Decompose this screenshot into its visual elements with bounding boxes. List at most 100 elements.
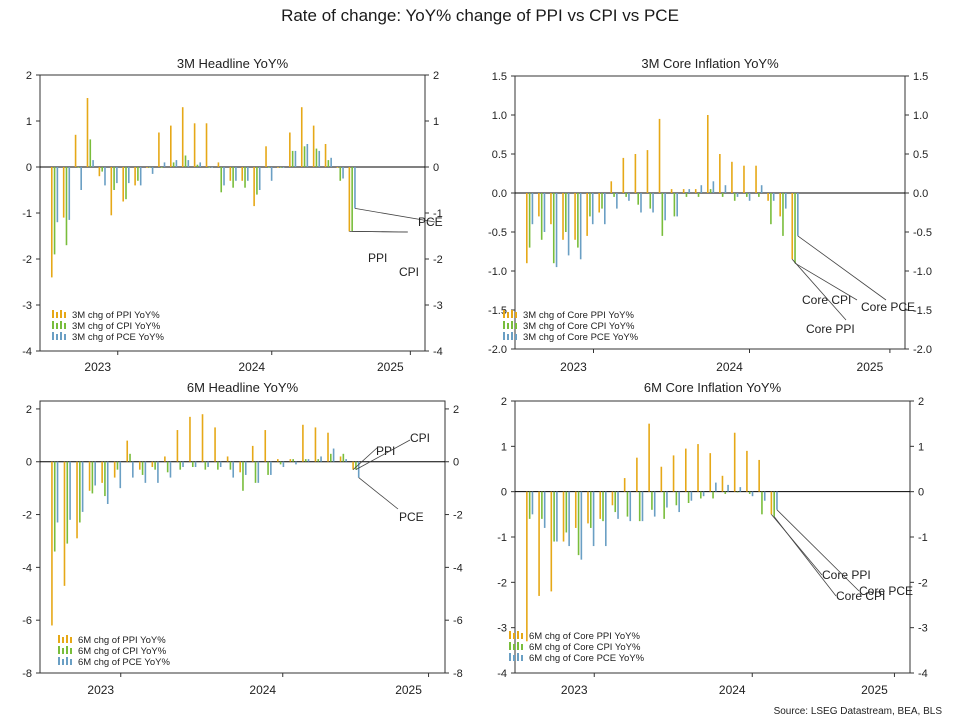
legend-swatch (517, 642, 519, 650)
bar-3m-chg-of-cpi-yoy- (184, 155, 187, 167)
bar-6m-chg-of-core-pce-yoy- (531, 491, 534, 515)
bar-6m-chg-of-pce-yoy- (157, 461, 159, 483)
bar-6m-chg-of-core-cpi-yoy- (589, 491, 592, 528)
y-tick-label-left: 0 (501, 487, 507, 499)
annotation-label: PPI (376, 444, 395, 458)
bar-3m-chg-of-core-cpi-yoy- (673, 193, 676, 217)
bar-3m-chg-of-pce-yoy- (247, 167, 249, 181)
bar-3m-chg-of-core-ppi-yoy- (767, 193, 769, 201)
y-tick-label-left: 1 (26, 116, 32, 128)
panel-title: 3M Headline YoY% (177, 56, 289, 71)
bar-6m-chg-of-core-pce-yoy- (763, 491, 766, 501)
bar-3m-chg-of-core-ppi-yoy- (610, 181, 613, 193)
bar-3m-chg-of-core-pce-yoy- (591, 193, 594, 225)
bar-3m-chg-of-pce-yoy- (92, 160, 94, 167)
legend-swatch (507, 334, 509, 340)
y-tick-label-right: -1 (918, 532, 928, 544)
bar-3m-chg-of-core-ppi-yoy- (658, 118, 661, 193)
annotation-label: Core PPI (822, 568, 871, 582)
bar-6m-chg-of-cpi-yoy- (254, 461, 257, 483)
bar-6m-chg-of-core-ppi-yoy- (709, 453, 712, 492)
bar-6m-chg-of-pce-yoy- (282, 461, 285, 468)
bar-3m-chg-of-cpi-yoy- (339, 167, 342, 181)
bar-3m-chg-of-core-ppi-yoy- (719, 154, 721, 193)
bar-6m-chg-of-pce-yoy- (345, 459, 347, 462)
bar-6m-chg-of-core-cpi-yoy- (602, 491, 604, 522)
bar-3m-chg-of-pce-yoy- (223, 167, 225, 186)
bar-3m-chg-of-pce-yoy- (175, 160, 178, 167)
bar-3m-chg-of-pce-yoy- (330, 157, 332, 167)
bar-6m-chg-of-core-ppi-yoy- (770, 491, 773, 515)
bar-3m-chg-of-ppi-yoy- (253, 167, 255, 207)
bar-6m-chg-of-ppi-yoy- (226, 456, 229, 462)
bar-3m-chg-of-pce-yoy- (56, 167, 59, 223)
bar-3m-chg-of-cpi-yoy- (220, 167, 223, 193)
y-tick-label-left: -1.5 (488, 305, 507, 317)
annotation-leader (354, 208, 436, 223)
bar-6m-chg-of-core-pce-yoy- (678, 491, 680, 513)
bar-6m-chg-of-ppi-yoy- (239, 461, 241, 473)
legend-swatch (56, 312, 58, 318)
legend-swatch (507, 323, 509, 329)
bar-6m-chg-of-pce-yoy- (295, 461, 297, 465)
y-tick-label-left: 0 (26, 457, 32, 469)
legend-swatch (60, 321, 62, 329)
y-tick-label-right: -4 (453, 562, 463, 574)
bar-3m-chg-of-core-cpi-yoy- (540, 193, 543, 240)
bar-6m-chg-of-cpi-yoy- (217, 461, 219, 470)
y-tick-label-right: 0 (433, 162, 439, 174)
bar-3m-chg-of-core-cpi-yoy- (552, 193, 555, 264)
y-tick-label-right: 1.0 (913, 110, 928, 122)
x-tick-label: 2023 (561, 683, 588, 697)
y-tick-label-left: 0.5 (492, 149, 507, 161)
plot-frame (514, 75, 906, 350)
bar-3m-chg-of-ppi-yoy- (110, 167, 113, 216)
y-tick-label-right: 2 (918, 396, 924, 408)
bar-3m-chg-of-cpi-yoy- (101, 167, 103, 172)
legend-swatch (58, 646, 60, 654)
bar-6m-chg-of-pce-yoy- (169, 461, 172, 478)
bar-6m-chg-of-core-ppi-yoy- (746, 450, 748, 492)
y-tick-label-right: -3 (433, 300, 443, 312)
annotation-label: Core CPI (836, 589, 885, 603)
y-tick-label-right: 1.5 (913, 71, 928, 83)
y-tick-label-left: 2 (501, 396, 507, 408)
bar-3m-chg-of-core-pce-yoy- (760, 185, 763, 193)
panel-title: 3M Core Inflation YoY% (641, 56, 779, 71)
y-tick-label-right: 2 (433, 70, 439, 82)
bar-6m-chg-of-pce-yoy- (357, 461, 360, 478)
bar-3m-chg-of-core-ppi-yoy- (538, 193, 540, 217)
legend-swatch (62, 637, 64, 643)
legend-label: 6M chg of Core PPI YoY% (529, 631, 640, 642)
y-tick-label-right: -6 (453, 615, 463, 627)
bar-3m-chg-of-ppi-yoy- (62, 167, 65, 218)
y-tick-label-left: -1 (497, 532, 507, 544)
y-tick-label-right: -1 (433, 208, 443, 220)
bar-6m-chg-of-core-cpi-yoy- (541, 491, 543, 519)
y-tick-label-left: 1.0 (492, 110, 507, 122)
y-tick-label-right: -1.5 (913, 305, 932, 317)
bar-3m-chg-of-core-pce-yoy- (797, 193, 799, 236)
bar-3m-chg-of-ppi-yoy- (229, 167, 232, 181)
y-tick-label-right: 0 (453, 457, 459, 469)
bar-6m-chg-of-pce-yoy- (132, 461, 134, 478)
legend-swatch (503, 332, 505, 340)
bar-6m-chg-of-ppi-yoy- (151, 461, 154, 468)
bar-3m-chg-of-core-ppi-yoy- (779, 193, 781, 217)
annotation-leader (794, 262, 858, 301)
bar-3m-chg-of-core-pce-yoy- (579, 193, 582, 260)
bar-3m-chg-of-cpi-yoy- (232, 167, 234, 188)
panel-title: 6M Headline YoY% (187, 380, 299, 395)
bar-6m-chg-of-core-cpi-yoy- (700, 491, 702, 499)
bar-6m-chg-of-core-pce-yoy- (592, 491, 595, 547)
legend-swatch (56, 334, 58, 340)
bar-6m-chg-of-core-cpi-yoy- (748, 491, 751, 494)
bar-3m-chg-of-core-pce-yoy- (543, 193, 546, 232)
bar-6m-chg-of-cpi-yoy- (79, 461, 81, 523)
legend-swatch (517, 653, 519, 661)
bar-6m-chg-of-pce-yoy- (320, 456, 322, 462)
bar-6m-chg-of-ppi-yoy- (201, 414, 204, 462)
legend-swatch (60, 332, 62, 340)
bar-3m-chg-of-ppi-yoy- (312, 125, 315, 167)
bar-6m-chg-of-core-cpi-yoy- (663, 491, 665, 519)
